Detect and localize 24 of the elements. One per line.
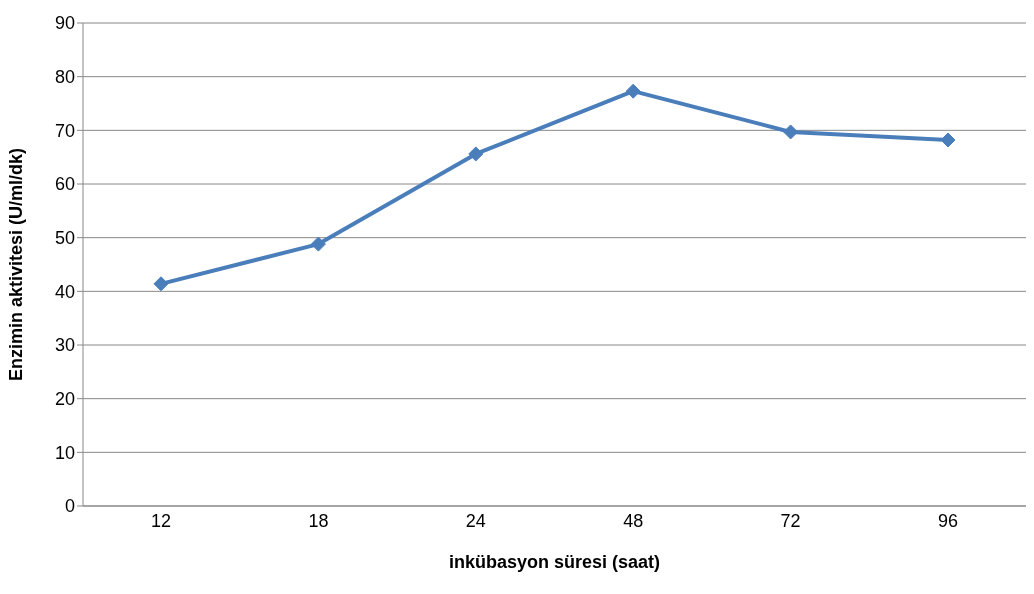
y-tick-label: 40 [54,281,75,302]
point [625,83,641,99]
x-tick-label: 12 [150,510,172,531]
x-axis-title: inkübasyon süresi (saat) [448,552,661,572]
point [468,146,484,162]
y-tick-label: 90 [54,13,75,34]
y-tick-label: 50 [54,228,75,249]
point [940,132,956,148]
y-tick-label: 80 [54,67,75,88]
point [153,276,169,292]
y-axis-title: Enzimin aktivitesi (U/ml/dk) [6,147,27,382]
x-tick-label: 72 [780,510,801,531]
x-tick-label: 96 [937,510,959,531]
y-tick-label: 60 [54,174,75,195]
point [783,124,799,140]
x-tick-label: 18 [308,510,329,531]
x-tick-label: 24 [465,510,486,531]
y-tick-label: 70 [54,120,75,141]
y-tick-label: 30 [54,335,75,356]
x-tick-label: 48 [623,510,644,531]
y-tick-label: 10 [54,442,75,463]
y-tick-label: 0 [64,496,75,517]
y-tick-label: 20 [54,389,75,410]
point [310,236,326,252]
